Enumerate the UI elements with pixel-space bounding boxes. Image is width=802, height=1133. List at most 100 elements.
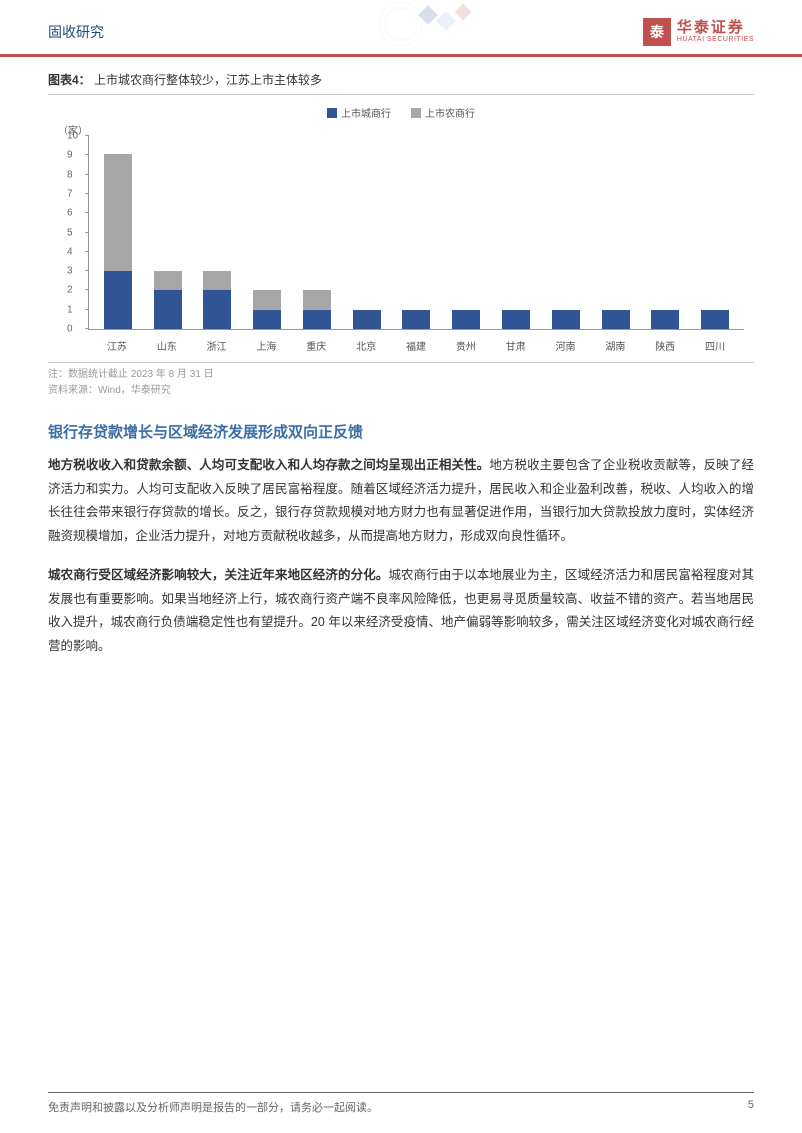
paragraph-2: 城农商行受区域经济影响较大，关注近年来地区经济的分化。城农商行由于以本地展业为主… [48,564,754,658]
y-tick-label: 8 [67,169,73,180]
bar-segment-series1 [602,310,630,329]
y-tick-mark [85,193,89,194]
x-tick-label: 四川 [692,332,737,356]
bar-segment-series1 [552,310,580,329]
bar-stack [452,310,480,329]
bar-column [493,310,538,329]
figure-title-row: 图表4： 上市城农商行整体较少，江苏上市主体较多 [48,71,754,88]
x-tick-label: 甘肃 [493,332,538,356]
bar-column [145,271,190,329]
y-tick-mark [85,174,89,175]
bar-segment-series1 [303,310,331,329]
legend-label: 上市城商行 [341,105,391,120]
y-tick-mark [85,251,89,252]
chart-container: 上市城商行 上市农商行 （家） 012345678910 江苏山东浙江上海重庆北京… [48,94,754,399]
y-tick-mark [85,328,89,329]
y-tick-mark [85,309,89,310]
para1-lead: 地方税收收入和贷款余额、人均可支配收入和人均存款之间均呈现出正相关性。 [48,458,489,472]
bar-column [692,310,737,329]
y-tick-label: 9 [67,150,73,161]
brand-logo-text: 华泰证券 HUATAI SECURITIES [677,20,754,44]
x-tick-label: 贵州 [443,332,488,356]
bar-segment-series2 [154,271,182,290]
y-tick-label: 2 [67,285,73,296]
footer-disclaimer: 免责声明和披露以及分析师声明是报告的一部分，请务必一起阅读。 [48,1099,378,1115]
bar-column [344,310,389,329]
plot-area: 012345678910 [88,136,744,330]
bar-stack [701,310,729,329]
bar-segment-series1 [353,310,381,329]
paragraph-1: 地方税收收入和贷款余额、人均可支配收入和人均存款之间均呈现出正相关性。地方税收主… [48,454,754,548]
bar-segment-series1 [154,290,182,329]
bar-column [294,290,339,329]
bar-stack [154,271,182,329]
x-tick-label: 陕西 [643,332,688,356]
legend-swatch [411,108,421,118]
bar-segment-series1 [104,271,132,329]
chart-note-1: 注：数据统计截止 2023 年 8 月 31 日 [48,367,754,383]
content-area: 图表4： 上市城农商行整体较少，江苏上市主体较多 上市城商行 上市农商行 （家） … [0,57,802,658]
bar-segment-series1 [402,310,430,329]
legend-swatch [327,108,337,118]
x-tick-label: 北京 [343,332,388,356]
bar-column [394,310,439,329]
bars-group [89,136,744,329]
bar-stack [552,310,580,329]
x-tick-label: 河南 [543,332,588,356]
section-heading: 银行存贷款增长与区域经济发展形成双向正反馈 [48,421,754,442]
x-tick-label: 江苏 [94,332,139,356]
header-bg-graphic [291,0,511,48]
brand-en: HUATAI SECURITIES [677,36,754,44]
y-tick-mark [85,212,89,213]
x-tick-label: 浙江 [194,332,239,356]
page-header: 固收研究 泰 华泰证券 HUATAI SECURITIES [0,0,802,57]
bar-column [643,310,688,329]
para2-lead: 城农商行受区域经济影响较大，关注近年来地区经济的分化。 [48,568,388,582]
bar-segment-series1 [502,310,530,329]
bar-segment-series2 [203,271,231,290]
bar-segment-series2 [303,290,331,309]
y-tick-label: 10 [67,131,78,142]
bar-segment-series1 [203,290,231,329]
bar-column [543,310,588,329]
chart-legend: 上市城商行 上市农商行 [48,105,754,120]
bar-stack [602,310,630,329]
bar-segment-series1 [452,310,480,329]
brand-logo-icon: 泰 [643,18,671,46]
x-tick-label: 福建 [393,332,438,356]
page-footer: 免责声明和披露以及分析师声明是报告的一部分，请务必一起阅读。 5 [48,1092,754,1115]
x-tick-label: 山东 [144,332,189,356]
chart-note-2: 资料来源：Wind，华泰研究 [48,383,754,399]
y-tick-label: 5 [67,227,73,238]
bar-stack [502,310,530,329]
bar-segment-series2 [253,290,281,309]
y-tick-label: 1 [67,304,73,315]
bar-stack [402,310,430,329]
bar-stack [104,154,132,329]
bar-stack [651,310,679,329]
figure-label: 图表4： [48,73,91,87]
bar-stack [353,310,381,329]
doc-category: 固收研究 [48,22,104,42]
x-tick-label: 湖南 [593,332,638,356]
bar-column [245,290,290,329]
y-tick-mark [85,135,89,136]
y-tick-mark [85,154,89,155]
stacked-bar-chart: （家） 012345678910 江苏山东浙江上海重庆北京福建贵州甘肃河南湖南陕… [88,126,744,356]
chart-footer: 注：数据统计截止 2023 年 8 月 31 日 资料来源：Wind，华泰研究 [48,362,754,399]
y-tick-label: 3 [67,266,73,277]
y-tick-mark [85,270,89,271]
bar-segment-series2 [104,154,132,270]
brand-cn: 华泰证券 [677,20,754,37]
bar-column [195,271,240,329]
bar-stack [303,290,331,329]
figure-title-text: 上市城农商行整体较少，江苏上市主体较多 [94,73,322,87]
x-tick-label: 上海 [244,332,289,356]
y-tick-label: 0 [67,324,73,335]
bar-stack [253,290,281,329]
bar-stack [203,271,231,329]
y-tick-label: 7 [67,188,73,199]
y-tick-label: 4 [67,246,73,257]
legend-item: 上市农商行 [411,105,475,120]
bar-column [444,310,489,329]
